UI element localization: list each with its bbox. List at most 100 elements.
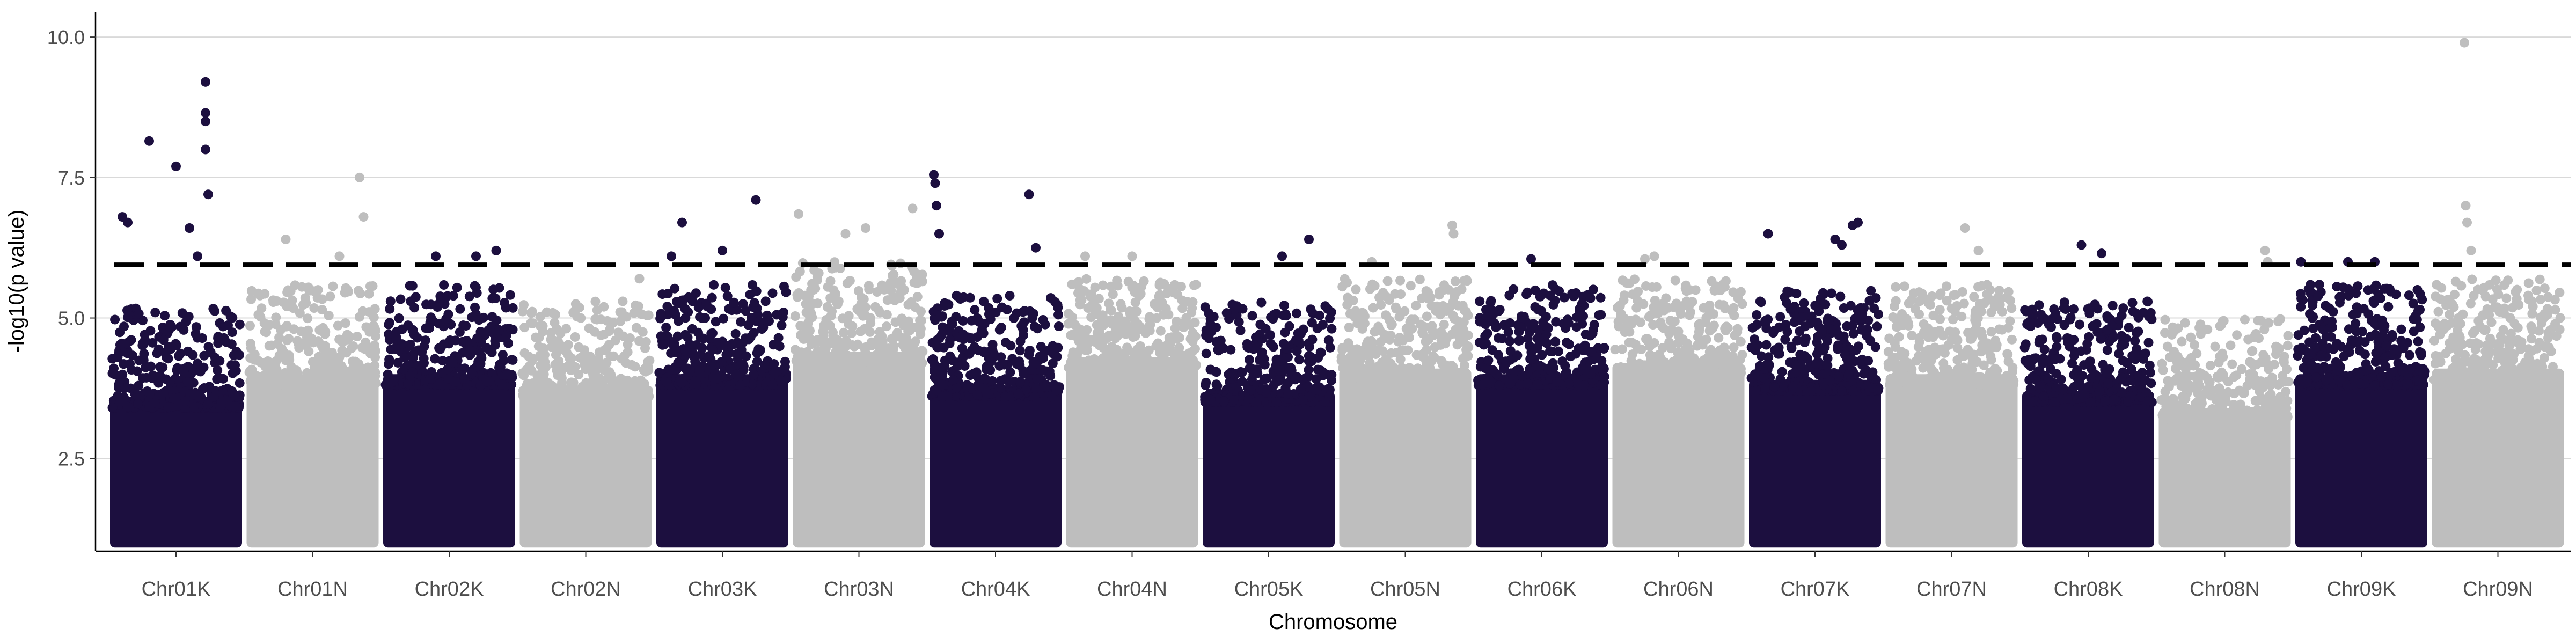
snp-point [1154, 279, 1165, 289]
snp-point [1153, 338, 1163, 348]
snp-point [1859, 303, 1869, 313]
snp-point [910, 302, 920, 312]
snp-point [1858, 369, 1869, 379]
snp-point [1205, 394, 1216, 405]
snp-point [1452, 340, 1462, 350]
snp-point [1411, 350, 1422, 360]
snp-point [897, 313, 907, 324]
snp-point [2098, 360, 2108, 370]
snp-point [2025, 384, 2036, 394]
snp-point [875, 327, 885, 337]
snp-point [1752, 310, 1762, 320]
snp-point [1276, 389, 1286, 399]
snp-point [1538, 317, 1548, 327]
snp-point [1925, 299, 1935, 310]
snp-point [467, 312, 477, 323]
snp-point [1386, 348, 1396, 358]
snp-point [1894, 332, 1904, 342]
snp-point [439, 280, 449, 290]
snp-point [2102, 325, 2112, 335]
snp-point [940, 298, 950, 308]
snp-point [1976, 327, 1986, 337]
snp-point [610, 335, 620, 346]
snp-point [2132, 327, 2142, 338]
snp-peak-point [201, 116, 210, 127]
snp-point [1037, 365, 1048, 375]
snp-point [706, 328, 716, 339]
snp-point [1857, 354, 1867, 364]
snp-point [1503, 327, 1513, 337]
snp-point [314, 352, 324, 362]
snp-point [1631, 303, 1642, 313]
snp-point [2083, 382, 2093, 392]
snp-peak-point [1448, 229, 1459, 239]
snp-point [1201, 380, 1211, 390]
snp-point [1871, 375, 1882, 385]
snp-point [179, 325, 189, 335]
snp-point [1104, 298, 1114, 309]
snp-point [826, 311, 836, 321]
snp-peak-point [431, 251, 441, 261]
snp-point [1914, 296, 1924, 306]
snp-point [1116, 316, 1126, 326]
snp-point [1082, 345, 1093, 355]
snp-point [1296, 384, 1306, 394]
snp-point [812, 335, 822, 345]
snp-point [731, 369, 741, 379]
snp-point [845, 276, 855, 286]
snp-point [741, 351, 751, 361]
snp-point [1292, 346, 1302, 356]
snp-point [1643, 336, 1653, 347]
dense-points-Chr07N [1885, 374, 2018, 548]
snp-point [948, 375, 958, 385]
chromosome-Chr07N [1883, 223, 2019, 548]
dense-points-Chr02K [383, 374, 515, 548]
chromosome-Chr03K [654, 195, 791, 548]
snp-point [790, 311, 800, 321]
snp-point [1050, 297, 1060, 307]
snp-point [1650, 295, 1660, 305]
snp-point [518, 300, 529, 310]
snp-point [485, 345, 495, 355]
snp-point [2002, 371, 2012, 381]
snp-point [1179, 322, 1189, 332]
snp-point [711, 317, 721, 327]
snp-point [1375, 336, 1386, 347]
snp-point [421, 299, 431, 310]
snp-point [1509, 284, 1519, 294]
snp-point [824, 339, 834, 349]
snp-point [1681, 355, 1692, 365]
snp-point [368, 281, 378, 291]
snp-point [1298, 324, 1308, 334]
snp-point [528, 318, 538, 328]
snp-point [884, 357, 894, 367]
snp-point [333, 320, 343, 331]
snp-point [1413, 363, 1423, 374]
snp-point [767, 380, 778, 390]
snp-point [623, 347, 633, 357]
snp-point [228, 313, 238, 323]
snp-point [1911, 356, 1921, 366]
snp-point [1018, 325, 1028, 335]
snp-point [1872, 321, 1882, 332]
snp-peak-point [2097, 248, 2106, 259]
snp-point [328, 380, 338, 390]
snp-point [1982, 338, 1992, 348]
snp-point [708, 280, 719, 290]
snp-point [1406, 281, 1416, 291]
snp-point [1067, 279, 1077, 289]
snp-point [279, 297, 289, 308]
snp-point [1855, 313, 1865, 324]
snp-point [1283, 389, 1293, 399]
snp-point [1395, 354, 1406, 364]
snp-point [1854, 341, 1864, 352]
snp-point [952, 382, 962, 392]
snp-point [1438, 360, 1448, 370]
snp-point [718, 340, 728, 350]
snp-point [384, 359, 394, 369]
snp-point [1181, 313, 1191, 323]
snp-point [991, 307, 1001, 317]
snp-point [1391, 302, 1401, 312]
snp-point [895, 288, 905, 298]
snp-point [2063, 333, 2073, 343]
